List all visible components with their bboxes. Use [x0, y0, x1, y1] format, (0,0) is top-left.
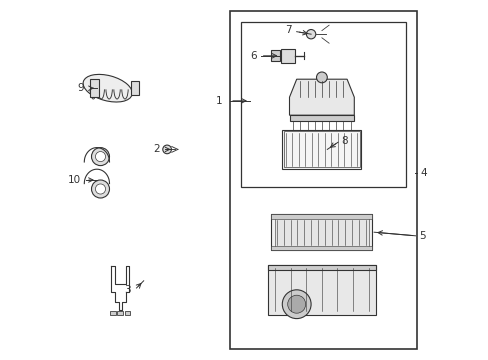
Circle shape — [91, 180, 109, 198]
Ellipse shape — [83, 75, 132, 102]
Circle shape — [316, 72, 326, 83]
Text: 10: 10 — [67, 175, 81, 185]
Text: 8: 8 — [341, 136, 347, 146]
Bar — [89, 79, 99, 97]
Bar — [267, 265, 375, 270]
Bar — [131, 81, 139, 95]
Bar — [275, 218, 368, 247]
Circle shape — [163, 145, 171, 154]
Text: 9: 9 — [78, 83, 84, 93]
Circle shape — [95, 152, 105, 162]
Circle shape — [306, 30, 315, 39]
Bar — [241, 22, 406, 187]
Circle shape — [287, 295, 305, 313]
Bar — [284, 131, 359, 167]
Polygon shape — [289, 79, 354, 115]
Circle shape — [282, 290, 310, 319]
Circle shape — [91, 148, 109, 166]
Bar — [271, 214, 371, 219]
Bar — [280, 49, 294, 63]
Text: 5: 5 — [418, 231, 425, 241]
Circle shape — [95, 184, 105, 194]
Bar — [282, 130, 361, 169]
Text: 4: 4 — [420, 168, 427, 178]
Bar — [124, 311, 130, 315]
Text: 2: 2 — [153, 144, 160, 154]
Bar — [110, 311, 116, 315]
Bar — [117, 311, 123, 315]
Text: 3: 3 — [124, 285, 131, 295]
Bar — [289, 115, 354, 121]
Bar — [230, 11, 416, 349]
Bar — [271, 246, 371, 250]
Text: 1: 1 — [216, 96, 223, 106]
Bar — [267, 265, 375, 315]
Text: 6: 6 — [250, 51, 257, 61]
Bar — [271, 50, 280, 61]
Text: 7: 7 — [284, 25, 291, 35]
Bar — [271, 214, 371, 250]
